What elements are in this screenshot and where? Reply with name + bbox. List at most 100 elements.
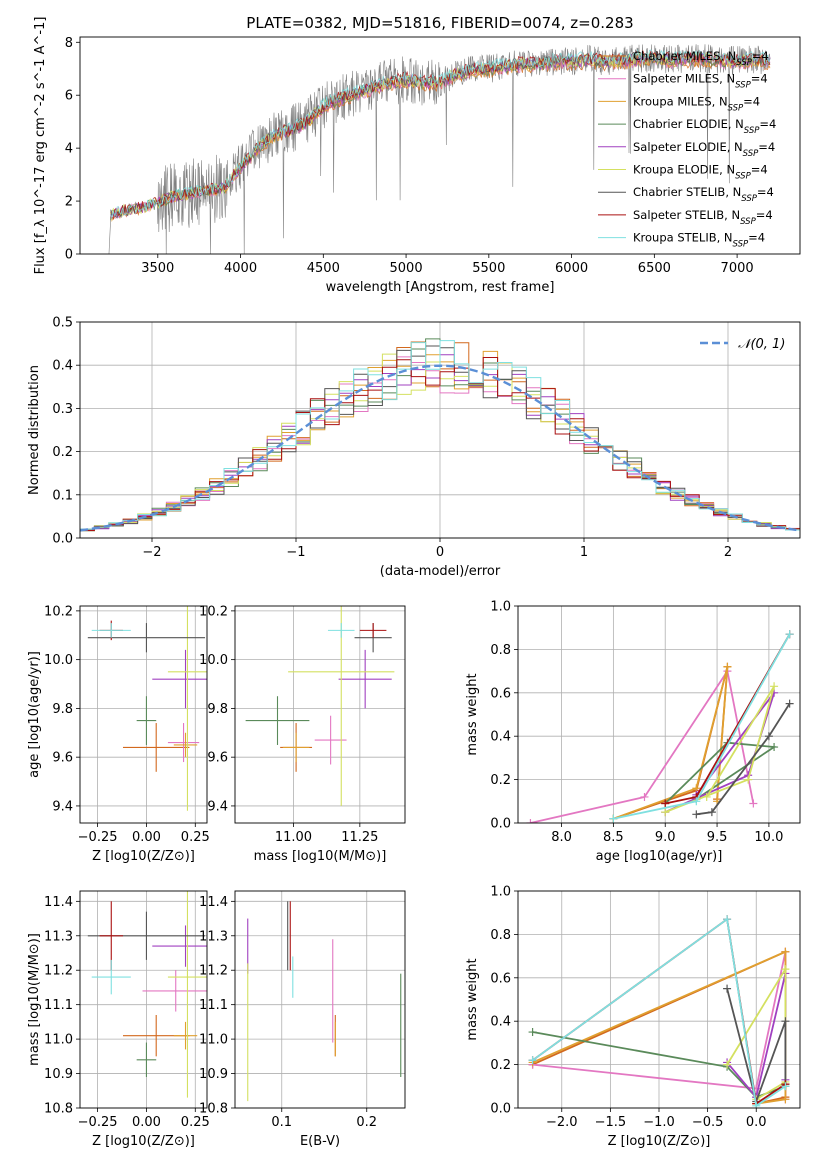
x-axis-label: age [log10(age/yr)] (596, 849, 723, 864)
x-tick-label: 10.0 (754, 830, 783, 845)
plot-area (87, 891, 207, 1098)
x-tick-label: 5000 (390, 261, 423, 276)
x-tick-label: 0.2 (356, 1115, 377, 1130)
x-axis-label: Z [log10(Z/Z⊙)] (92, 849, 195, 864)
panel-weight-age: 8.0 8.5 9.0 9.5 10.0 0.0 0.2 0.4 0.6 0.8 1.0 age [l… (465, 600, 801, 864)
errorbar-point (87, 623, 206, 653)
weight-marker (770, 682, 779, 691)
weight-marker (702, 792, 711, 801)
legend-entry: Salpeter STELIB, NSSP=4 (633, 208, 773, 227)
y-tick-label: 1.0 (490, 600, 511, 615)
weight-marker (528, 1056, 537, 1065)
y-tick-label: 11.4 (44, 895, 73, 910)
y-tick-label: 2 (65, 195, 73, 210)
x-tick-label: 0.1 (271, 1115, 292, 1130)
weight-marker (781, 1017, 790, 1026)
x-tick-label: 0 (436, 545, 444, 560)
errorbar-point (338, 649, 392, 709)
panel-residuals: −2 −1 0 1 2 0.0 0.1 0.2 0.3 0.4 0.5 (data-model)/er… (27, 316, 801, 579)
y-axis-label: age [log10(age/yr)] (27, 651, 42, 778)
x-tick-label: −2 (142, 545, 161, 560)
errorbar-point (288, 606, 395, 806)
y-axis-label: Flux [f_λ 10^-17 erg cm^-2 s^-1 A^-1] (33, 17, 48, 275)
y-tick-label: 9.8 (52, 702, 73, 717)
errorbar-point (359, 623, 387, 638)
weight-marker (781, 1082, 790, 1091)
y-tick-label: 8 (65, 36, 73, 51)
weight-marker (785, 699, 794, 708)
y-tick-label: 10.8 (44, 1102, 73, 1117)
model-spectrum (110, 49, 771, 220)
panel-mass-Z: −0.25 0.00 0.25 10.8 10.9 11.0 11.1 11.2 11.3 11.… (27, 890, 210, 1149)
weight-marker (692, 810, 701, 819)
y-tick-label: 10.0 (199, 653, 228, 668)
y-tick-label: 10.9 (199, 1067, 228, 1082)
x-axis-label: Z [log10(Z/Z⊙)] (608, 1134, 711, 1149)
weight-marker (781, 947, 790, 956)
y-tick-label: 4 (65, 142, 73, 157)
y-axis-label: mass weight (465, 673, 480, 755)
errorbar-point (122, 723, 190, 772)
x-tick-label: 0.00 (132, 830, 161, 845)
x-tick-label: 8.0 (551, 830, 572, 845)
weight-line (664, 741, 777, 805)
y-tick-label: 0.8 (490, 928, 511, 943)
weight-marker (723, 984, 732, 993)
x-tick-label: 0.00 (132, 1115, 161, 1130)
y-tick-label: 11.1 (44, 998, 73, 1013)
panel-age-Z: −0.25 0.00 0.25 9.4 9.6 9.8 10.0 10.2 Z [log10(Z… (27, 604, 210, 864)
weight-marker (707, 808, 716, 817)
errorbar-point (136, 1042, 157, 1077)
errorbar-point (152, 925, 207, 967)
legend: 𝒩(0, 1) (700, 337, 785, 352)
weight-marker (723, 915, 732, 924)
y-tick-label: 0.2 (52, 445, 73, 460)
y-tick-label: 11.4 (199, 895, 228, 910)
weight-marker (752, 1101, 761, 1108)
y-tick-label: 10.8 (199, 1102, 228, 1117)
weight-marker (764, 732, 773, 741)
axes-frame (79, 890, 208, 1109)
y-tick-label: 10.9 (44, 1067, 73, 1082)
weight-line (613, 666, 729, 820)
observed-spectrum (108, 44, 771, 254)
x-tick-label: 11.25 (341, 830, 378, 845)
x-tick-label: −1.5 (595, 1115, 627, 1130)
x-tick-label: 2 (724, 545, 732, 560)
weight-line (532, 917, 786, 1108)
weight-line (726, 988, 787, 1105)
panel-spectrum: 3500 4000 4500 5000 5500 6000 6500 7000 0 2 4 6 8 wav… (33, 17, 801, 295)
weight-marker (609, 814, 618, 823)
weight-line (696, 703, 791, 816)
y-tick-label: 11.0 (44, 1033, 73, 1048)
y-tick-label: 0.4 (490, 1015, 511, 1030)
y-tick-label: 11.2 (199, 964, 228, 979)
y-tick-label: 10.0 (44, 653, 73, 668)
axes-frame (517, 605, 801, 824)
weight-line (613, 666, 729, 820)
legend-entry: Chabrier STELIB, NSSP=4 (633, 185, 774, 204)
model-spectrum (110, 50, 771, 219)
y-tick-label: 10.2 (199, 604, 228, 619)
x-tick-label: −0.25 (78, 830, 118, 845)
plot-area (528, 915, 790, 1108)
errorbar-point (136, 696, 157, 745)
y-tick-label: 0.8 (490, 643, 511, 658)
legend-entry: Salpeter MILES, NSSP=4 (633, 72, 768, 91)
weight-marker (528, 1028, 537, 1037)
plot-area (245, 606, 395, 806)
plot-area (108, 44, 771, 254)
y-tick-label: 11.1 (199, 998, 228, 1013)
y-axis-label: Normed distribution (27, 365, 42, 495)
errorbar-point (152, 649, 207, 709)
y-tick-label: 0.0 (52, 532, 73, 547)
legend-entry: 𝒩(0, 1) (738, 337, 785, 352)
x-tick-label: 9.5 (707, 830, 728, 845)
model-spectrum (110, 53, 771, 221)
y-tick-label: 1.0 (490, 885, 511, 900)
y-tick-label: 9.4 (52, 799, 73, 814)
panel-mass-ebv: 0.1 0.2 10.8 10.9 11.0 11.1 11.2 11.3 11.4 E(B-V) (199, 890, 406, 1149)
y-tick-label: 0.1 (52, 488, 73, 503)
y-tick-label: 0.2 (490, 1058, 511, 1073)
errorbar-point (99, 901, 123, 971)
